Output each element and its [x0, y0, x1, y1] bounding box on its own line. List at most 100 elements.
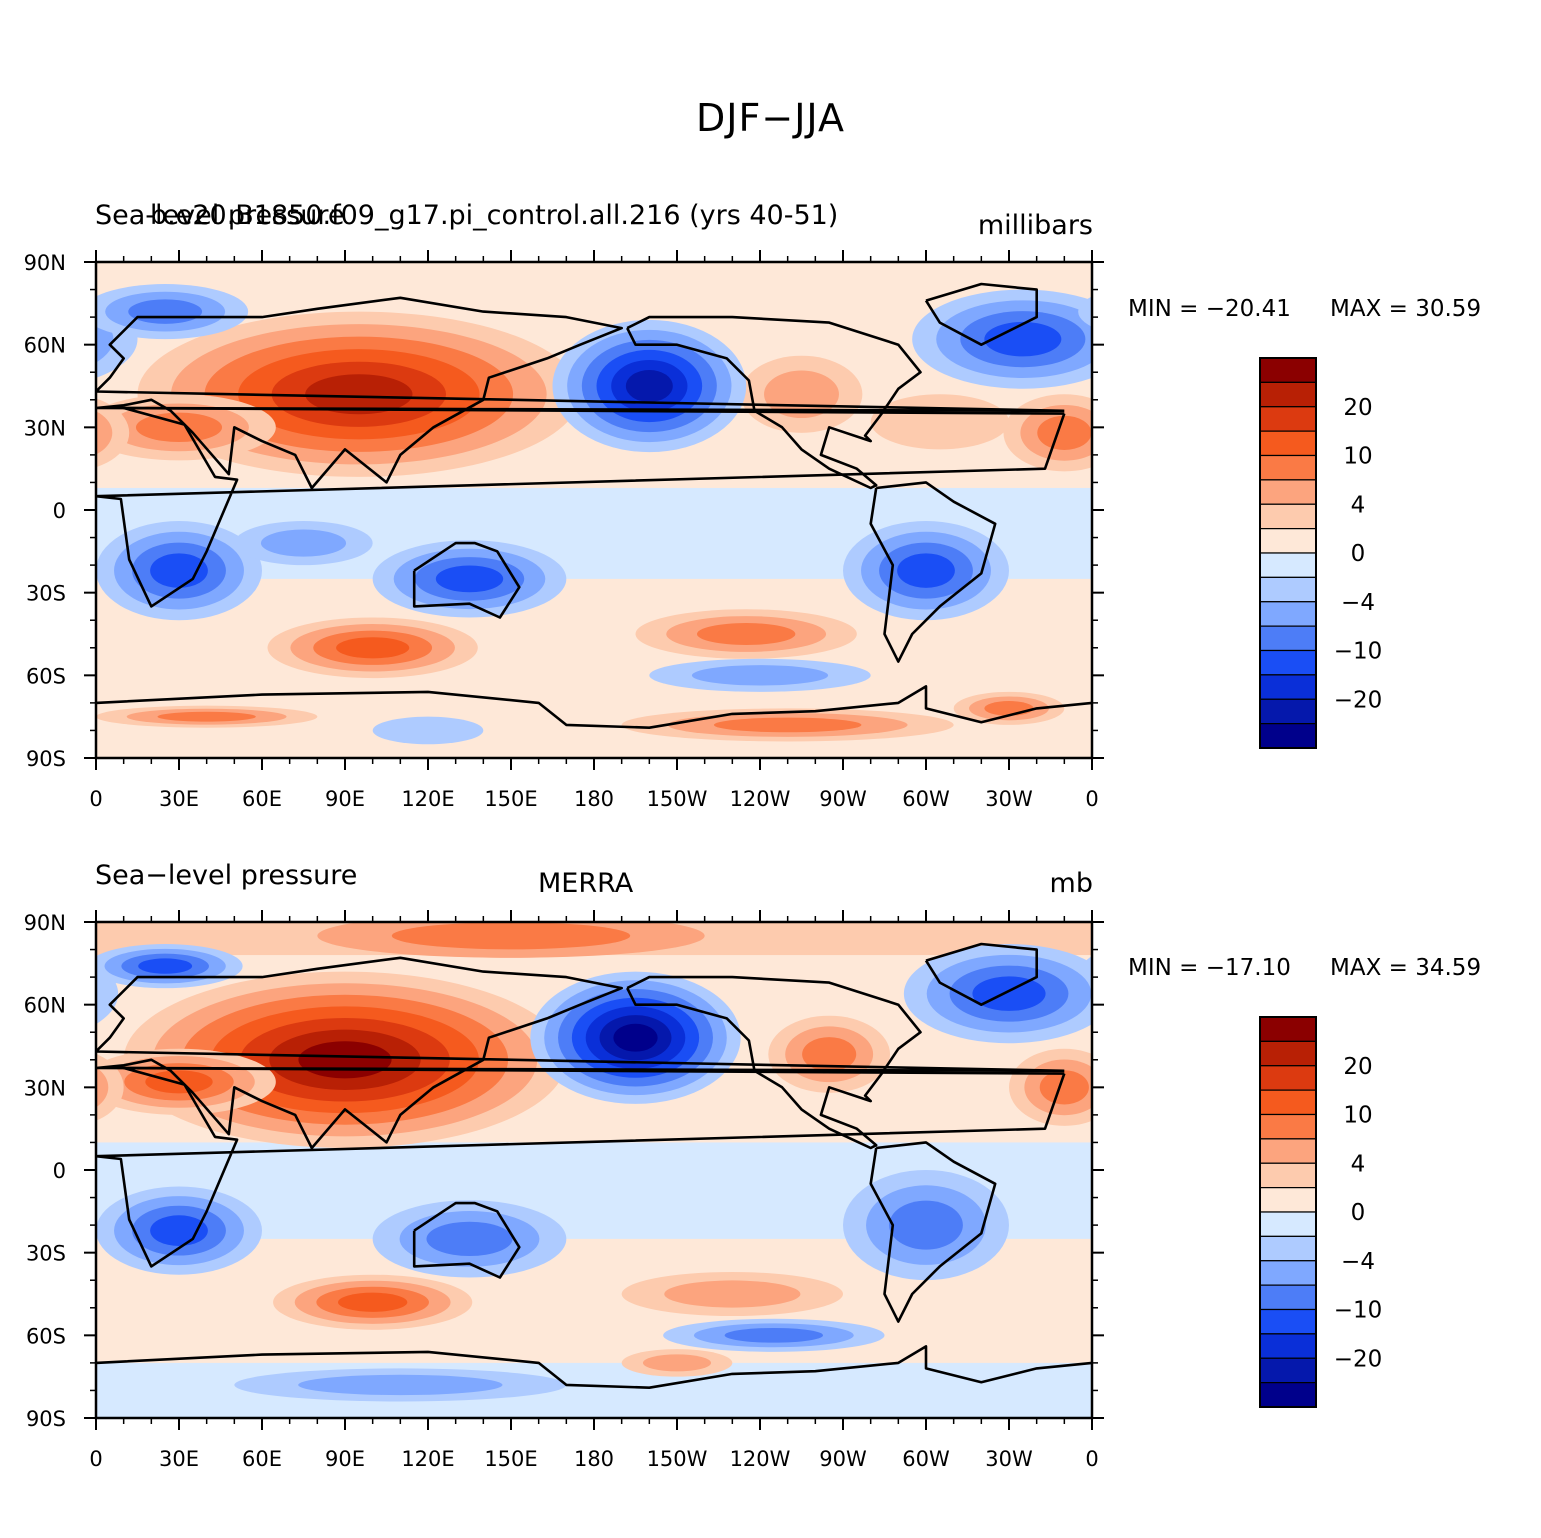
coastline	[626, 975, 922, 1150]
colorbar-swatch	[1259, 1382, 1317, 1408]
colorbar-swatch	[1259, 1211, 1317, 1237]
contour-shade	[691, 665, 829, 686]
lon-label: 60E	[242, 1447, 282, 1471]
contour-shade	[972, 976, 1046, 1011]
colorbar-label: −4	[1341, 1249, 1375, 1275]
lat-label: 90N	[24, 911, 66, 935]
panel-units: millibars	[977, 210, 1093, 241]
contour-shade	[391, 922, 631, 950]
panel-left-title: Sea-level pressure	[95, 200, 345, 231]
panel-center-title: b.e20.B1850.f09_g17.pi_control.all.216 (…	[150, 200, 839, 231]
contour-shade	[435, 565, 504, 593]
lon-label: 0	[89, 787, 102, 811]
contour-shade	[0, 701, 38, 716]
coastline	[869, 1141, 997, 1323]
contour-shade	[298, 1374, 503, 1396]
colorbar-label: −20	[1334, 1346, 1383, 1372]
lon-label: 150E	[484, 1447, 537, 1471]
contour-shade	[1083, 956, 1092, 977]
contour-shade	[802, 1037, 857, 1072]
colorbar-swatch	[1259, 576, 1317, 603]
contour-shade	[0, 394, 13, 449]
colorbar-swatch	[1259, 698, 1317, 725]
colorbar-swatch	[1259, 1089, 1317, 1116]
coastline	[96, 685, 1092, 729]
coastline	[924, 282, 1038, 346]
colorbar-swatch	[1259, 625, 1317, 652]
contour-shade	[1092, 1187, 1140, 1275]
lat-label: 30S	[26, 1242, 66, 1266]
colorbar-swatch	[1259, 357, 1317, 383]
panel-min-label: MIN = −17.10	[1128, 955, 1291, 981]
colorbar-obs: 20 10 4 0 −4 −10 −20	[1259, 1016, 1383, 1408]
colorbar-swatch	[1259, 1333, 1317, 1359]
contour-shade	[0, 1170, 13, 1280]
colorbar-swatch	[1259, 1308, 1317, 1335]
contour-shade	[1105, 403, 1140, 451]
lon-label: 60W	[902, 787, 950, 811]
coastline	[924, 942, 1038, 1006]
coastline	[626, 315, 922, 490]
colorbar-swatch	[1259, 479, 1317, 505]
contour-shade	[1092, 521, 1140, 620]
contour-shade	[1134, 958, 1140, 973]
contour-shade	[1117, 954, 1140, 979]
lon-label: 0	[1085, 1447, 1098, 1471]
colorbar-swatch	[1259, 1040, 1317, 1067]
colorbar-swatch	[1259, 552, 1317, 578]
contour-shade	[889, 1200, 963, 1250]
contour-shade	[96, 411, 113, 455]
contour-shade	[150, 553, 208, 588]
lon-label: 60W	[902, 1447, 950, 1471]
lon-label: 90W	[819, 787, 867, 811]
colorbar-swatch	[1259, 528, 1317, 554]
map-panel-obs: 90N 60N 30N 0 30S 60S 90S 0 30E 60E 90E 120E 150E 180…	[0, 910, 1140, 1471]
lon-label: 150W	[647, 787, 708, 811]
colorbar-swatch	[1259, 1065, 1317, 1091]
lon-label: 120E	[401, 787, 454, 811]
panel-max-label: MAX = 30.59	[1330, 296, 1482, 322]
contour-shade	[1120, 1063, 1140, 1100]
colorbar-swatch	[1259, 1016, 1317, 1042]
lon-label: 30E	[159, 1447, 199, 1471]
panel-max-label: MAX = 34.59	[1330, 955, 1482, 981]
lat-label: 60S	[26, 664, 66, 688]
contour-shade	[1128, 543, 1140, 599]
coastline	[96, 1345, 1092, 1389]
contour-shade	[336, 637, 410, 659]
contour-shade	[613, 1023, 658, 1052]
lon-label: 0	[89, 1447, 102, 1471]
lon-label: 120W	[730, 1447, 791, 1471]
lon-label: 30E	[159, 787, 199, 811]
lat-label: 90S	[26, 1407, 66, 1431]
lat-label: 30N	[24, 416, 66, 440]
coastline	[96, 956, 1065, 1150]
colorbar-label: −10	[1334, 639, 1383, 665]
contour-shade	[135, 412, 223, 443]
colorbar-swatch	[1259, 503, 1317, 530]
colorbar-label: 0	[1351, 1200, 1366, 1226]
panel-left-title: Sea−level pressure	[95, 860, 358, 891]
colorbar-swatch	[1259, 454, 1317, 481]
lon-label: 90W	[819, 1447, 867, 1471]
lat-label: 0	[53, 1159, 66, 1183]
colorbar-model: 20 10 4 0 −4 −10 −20	[1259, 357, 1383, 749]
contour-shade	[1134, 312, 1141, 477]
contour-shade	[1110, 1196, 1140, 1265]
lat-label: 30N	[24, 1076, 66, 1100]
lat-label: 60S	[26, 1324, 66, 1348]
contour-shade	[96, 1053, 124, 1121]
lon-label: 120W	[730, 787, 791, 811]
colorbar-label: 10	[1343, 444, 1372, 470]
coastline	[869, 481, 997, 663]
lon-label: 0	[1085, 787, 1098, 811]
colorbar-label: 4	[1351, 1151, 1366, 1177]
panel-units: mb	[1049, 868, 1093, 899]
lon-label: 120E	[401, 1447, 454, 1471]
contour-shade	[870, 394, 1009, 450]
contour-shade	[1039, 1070, 1089, 1105]
lon-label: 180	[574, 1447, 614, 1471]
contour-shade	[138, 958, 193, 974]
colorbar-swatch	[1259, 1235, 1317, 1262]
contour-shade	[724, 1327, 824, 1343]
